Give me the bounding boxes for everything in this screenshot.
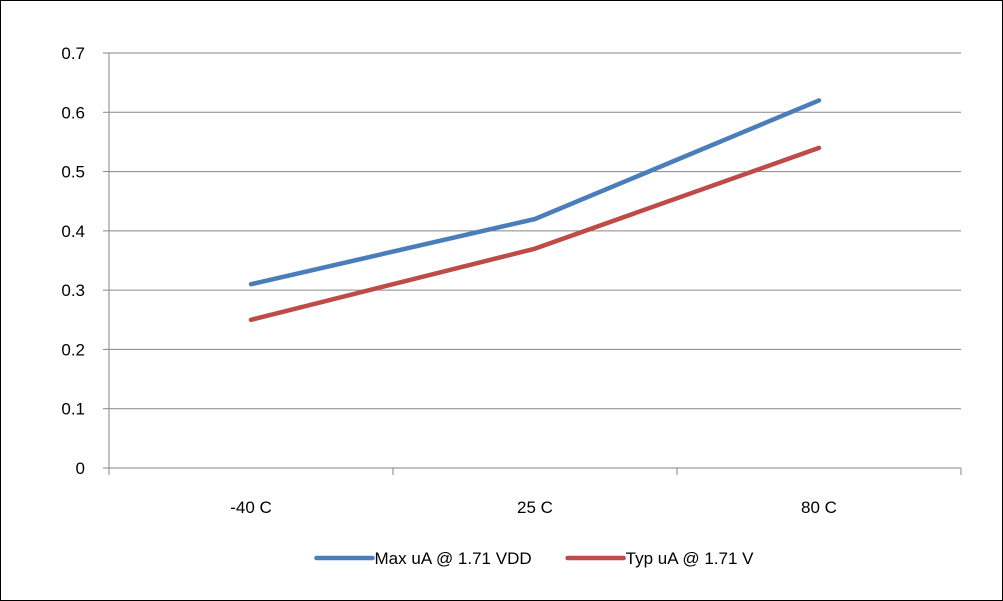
legend-item: Max uA @ 1.71 VDD <box>314 549 532 568</box>
legend-item: Typ uA @ 1.71 V <box>565 549 754 568</box>
y-tick-label: 0.7 <box>61 44 85 63</box>
x-tick-label: 80 C <box>801 498 837 517</box>
y-tick-label: 0.4 <box>61 222 85 241</box>
series-lines <box>248 98 822 323</box>
x-tick-labels: -40 C 25 C 80 C <box>230 498 837 517</box>
legend-label: Max uA @ 1.71 VDD <box>375 549 532 568</box>
legend: Max uA @ 1.71 VDD Typ uA @ 1.71 V <box>314 549 754 568</box>
series-line-2 <box>248 145 822 323</box>
y-tick-label: 0 <box>76 459 85 478</box>
y-tick-label: 0.5 <box>61 163 85 182</box>
y-tick-labels: 0 0.1 0.2 0.3 0.4 0.5 0.6 0.7 <box>61 44 85 478</box>
y-tick-label: 0.6 <box>61 103 85 122</box>
x-tick-label: -40 C <box>230 498 272 517</box>
series-line-1 <box>248 98 822 287</box>
y-tick-label: 0.3 <box>61 281 85 300</box>
y-tick-label: 0.1 <box>61 400 85 419</box>
y-tick-label: 0.2 <box>61 340 85 359</box>
axes <box>103 52 962 475</box>
x-tick-label: 25 C <box>517 498 553 517</box>
legend-label: Typ uA @ 1.71 V <box>626 549 754 568</box>
gridlines <box>109 52 961 410</box>
